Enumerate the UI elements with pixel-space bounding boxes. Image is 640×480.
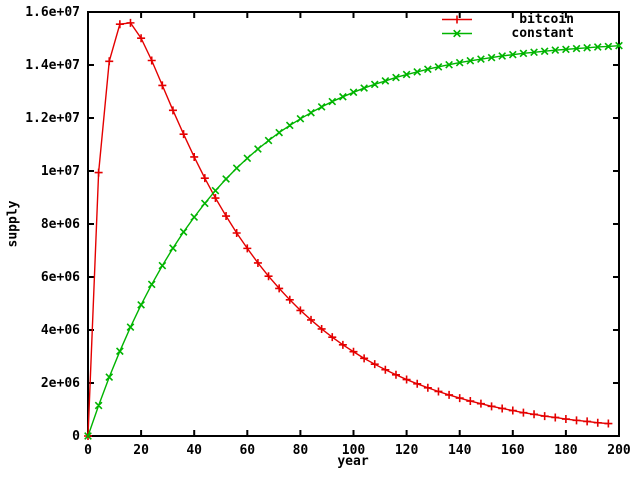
y-tick-label-1.4e+07: 1.4e+07 bbox=[25, 58, 80, 73]
x-tick-label-0: 0 bbox=[84, 443, 92, 458]
y-tick-label-1e+07: 1e+07 bbox=[40, 164, 80, 179]
axis-ticks bbox=[87, 11, 620, 437]
y-tick-label-8e+06: 8e+06 bbox=[40, 217, 80, 232]
x-tick-label-120: 120 bbox=[394, 443, 419, 458]
x-tick-label-20: 20 bbox=[133, 443, 149, 458]
legend-line-cross-icon bbox=[442, 29, 472, 38]
series-markers-bitcoin bbox=[84, 18, 613, 440]
legend-label-constant: constant bbox=[511, 26, 574, 41]
x-tick-label-40: 40 bbox=[186, 443, 203, 458]
x-tick-label-100: 100 bbox=[341, 443, 366, 458]
x-tick-label-60: 60 bbox=[239, 443, 256, 458]
x-tick-label-80: 80 bbox=[292, 443, 309, 458]
y-tick-label-2e+06: 2e+06 bbox=[40, 376, 80, 391]
legend-line-plus-icon bbox=[442, 15, 472, 24]
y-tick-label-1.6e+07: 1.6e+07 bbox=[25, 5, 80, 20]
series-markers-constant bbox=[84, 41, 623, 440]
y-tick-label-1.2e+07: 1.2e+07 bbox=[25, 111, 80, 126]
y-axis-title: supply bbox=[5, 200, 21, 248]
x-tick-label-200: 200 bbox=[607, 443, 631, 458]
x-tick-label-140: 140 bbox=[447, 443, 472, 458]
legend-item-bitcoin: bitcoin bbox=[440, 13, 640, 26]
legend-item-constant: constant bbox=[440, 27, 640, 40]
y-tick-label-0: 0 bbox=[72, 429, 80, 444]
x-tick-label-160: 160 bbox=[501, 443, 525, 458]
plot-border bbox=[87, 11, 620, 437]
legend-sample-constant bbox=[442, 29, 472, 38]
y-tick-label-4e+06: 4e+06 bbox=[40, 323, 80, 338]
legend-label-bitcoin: bitcoin bbox=[519, 12, 574, 27]
x-axis-title: year bbox=[337, 454, 369, 469]
series-line-constant bbox=[87, 44, 620, 437]
legend-sample-bitcoin bbox=[442, 15, 472, 24]
x-tick-label-180: 180 bbox=[554, 443, 578, 458]
y-tick-label-6e+06: 6e+06 bbox=[40, 270, 80, 285]
